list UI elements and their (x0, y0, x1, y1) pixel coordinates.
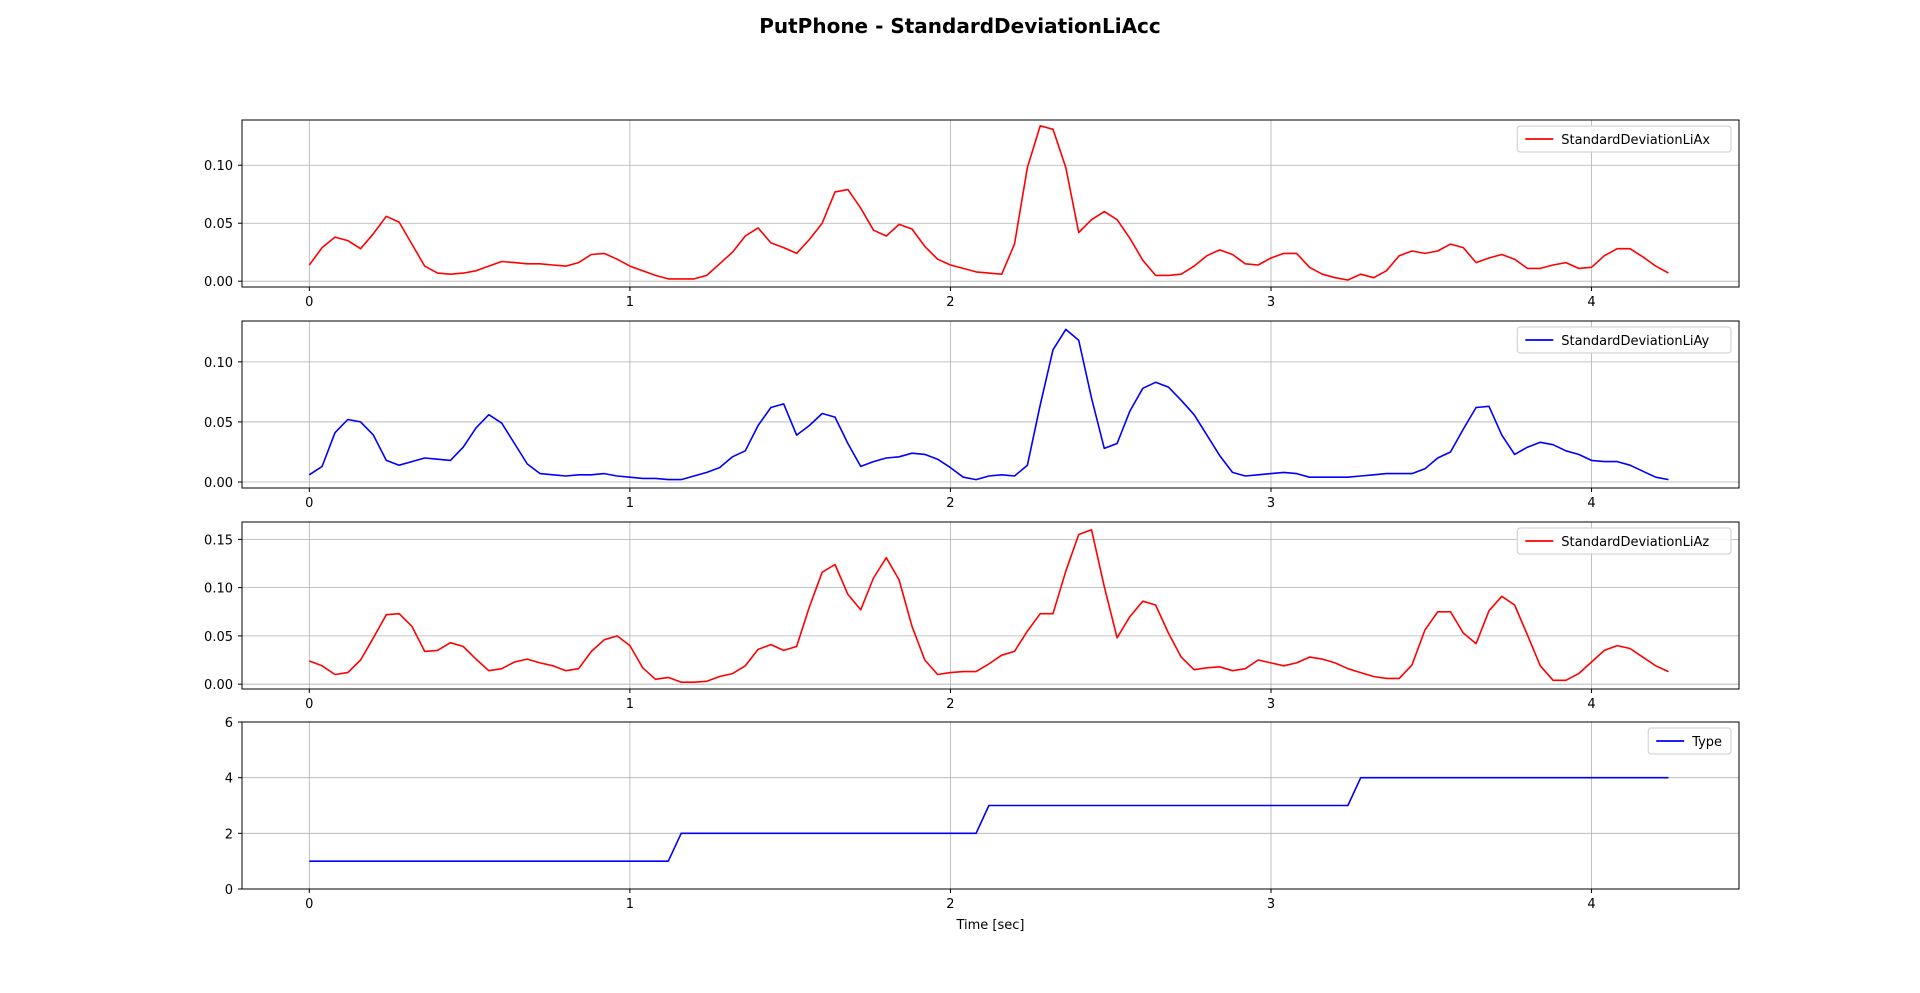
legend-box (1647, 727, 1732, 755)
x-tick-label: 1 (626, 697, 634, 712)
y-tick-label: 0.00 (204, 275, 233, 290)
y-tick-label: 2 (225, 827, 233, 842)
legend: Type (1647, 727, 1732, 755)
legend-box (1516, 326, 1732, 354)
x-tick-label: 3 (1267, 295, 1275, 310)
x-tick-label: 0 (305, 897, 313, 912)
legend: StandardDeviationLiAz (1516, 527, 1732, 555)
legend-box (1516, 527, 1732, 555)
series-line-StandardDeviationLiAx (308, 125, 1669, 281)
x-tick-label: 0 (305, 697, 313, 712)
x-tick-label: 3 (1267, 496, 1275, 511)
x-tick-label: 1 (626, 496, 634, 511)
x-tick-label: 2 (946, 697, 954, 712)
series-line-StandardDeviationLiAz (309, 528, 1669, 684)
x-tick-label: 3 (1267, 897, 1275, 912)
y-tick-label: 0.05 (204, 630, 233, 645)
subplot-4: 0 1 2 3 4 0 2 4 6 Type Time [sec] (225, 716, 1740, 933)
y-tick-label: 0.10 (204, 356, 233, 371)
x-tick-label: 2 (946, 496, 954, 511)
legend: StandardDeviationLiAx (1516, 125, 1732, 153)
x-tick-label: 0 (305, 295, 313, 310)
x-tick-label: 2 (946, 295, 954, 310)
y-tick-label: 0.05 (204, 217, 233, 232)
y-tick-label: 0.00 (204, 476, 233, 491)
legend-box (1516, 125, 1732, 153)
y-tick-label: 0.05 (204, 416, 233, 431)
y-tick-label: 0.15 (204, 533, 233, 548)
subplot-2: 0 1 2 3 4 0.00 0.05 0.10 StandardDeviationLiAy (204, 320, 1740, 511)
axes-frame (241, 721, 1740, 890)
axes-frame (241, 119, 1740, 288)
y-tick-label: 0.10 (204, 582, 233, 597)
x-tick-label: 1 (626, 295, 634, 310)
y-tick-label: 4 (225, 772, 233, 787)
x-tick-label: 4 (1587, 697, 1595, 712)
axes-frame (241, 320, 1740, 489)
y-tick-label: 0.00 (204, 678, 233, 693)
x-tick-label: 4 (1587, 496, 1595, 511)
y-tick-label: 0 (225, 883, 233, 898)
x-tick-label: 4 (1587, 897, 1595, 912)
legend-label: Type (1691, 735, 1722, 750)
y-tick-label: 6 (225, 716, 233, 731)
legend-label: StandardDeviationLiAz (1561, 535, 1709, 550)
x-tick-label: 1 (626, 897, 634, 912)
figure-title: PutPhone - StandardDeviationLiAcc (759, 14, 1161, 38)
subplot-3: 0 1 2 3 4 0.00 0.05 0.10 0.15 StandardDeviationLi… (204, 521, 1740, 712)
x-tick-label: 0 (305, 496, 313, 511)
subplot-1: 0 1 2 3 4 0.00 0.05 0.10 StandardDeviationLiAx (204, 119, 1740, 310)
x-axis-label: Time [sec] (955, 918, 1024, 933)
y-tick-label: 0.10 (204, 159, 233, 174)
legend-label: StandardDeviationLiAy (1561, 334, 1709, 349)
x-tick-label: 3 (1267, 697, 1275, 712)
x-tick-label: 2 (946, 897, 954, 912)
series-line-StandardDeviationLiAy (308, 328, 1669, 481)
axes-frame (241, 521, 1740, 690)
x-tick-label: 4 (1587, 295, 1595, 310)
legend-label: StandardDeviationLiAx (1561, 133, 1710, 148)
legend: StandardDeviationLiAy (1516, 326, 1732, 354)
series-line-Type (309, 776, 1669, 863)
